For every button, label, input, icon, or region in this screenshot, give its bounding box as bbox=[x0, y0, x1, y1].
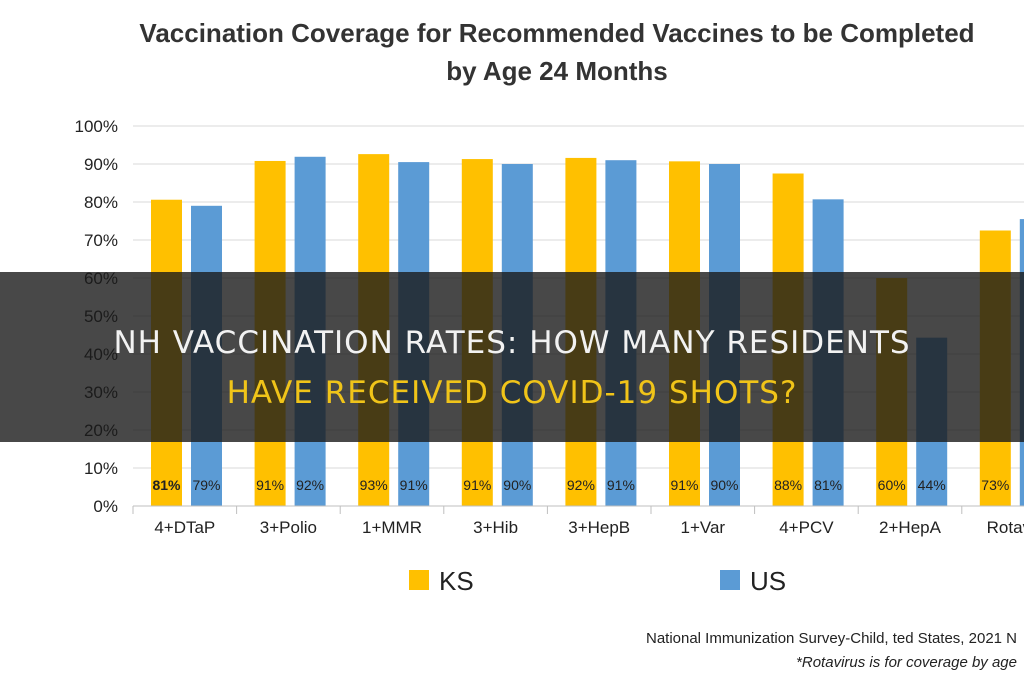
headline-line-2: Have Received Covid-19 Shots? bbox=[0, 368, 1024, 418]
data-labels: 81% 91% 93% 91% 92% 91% 88% 60% 73% 79% 92% 91% 90% 9… bbox=[152, 477, 1024, 493]
data-label-ks: 60% bbox=[878, 477, 906, 493]
data-label-ks: 81% bbox=[152, 477, 181, 493]
category-label: 3+Polio bbox=[260, 518, 317, 537]
data-label-us: 90% bbox=[503, 477, 531, 493]
category-label: 4+DTaP bbox=[154, 518, 215, 537]
y-tick-label: 90% bbox=[84, 155, 118, 174]
chart-title-line-2: by Age 24 Months bbox=[446, 56, 668, 86]
rotavirus-footnote: *Rotavirus is for coverage by age bbox=[796, 654, 1017, 671]
category-label: Rotavir bbox=[987, 518, 1024, 537]
data-label-us: 90% bbox=[710, 477, 738, 493]
data-label-ks: 91% bbox=[463, 477, 491, 493]
category-label: 1+Var bbox=[681, 518, 726, 537]
chart-title-line-1: Vaccination Coverage for Recommended Vac… bbox=[139, 18, 974, 48]
source-note: National Immunization Survey-Child, ted … bbox=[646, 630, 1017, 647]
headline-line-1: NH Vaccination Rates: How Many Residents bbox=[0, 318, 1024, 368]
data-label-ks: 73% bbox=[981, 477, 1009, 493]
y-tick-label: 80% bbox=[84, 193, 118, 212]
data-label-ks: 91% bbox=[670, 477, 698, 493]
data-label-us: 91% bbox=[400, 477, 428, 493]
legend-label-ks: KS bbox=[439, 566, 474, 596]
category-label: 3+HepB bbox=[568, 518, 630, 537]
y-tick-label: 100% bbox=[75, 117, 118, 136]
data-label-us: 91% bbox=[607, 477, 635, 493]
y-tick-label: 10% bbox=[84, 459, 118, 478]
category-label: 1+MMR bbox=[362, 518, 422, 537]
data-label-ks: 93% bbox=[360, 477, 388, 493]
legend-label-us: US bbox=[750, 566, 786, 596]
category-label: 2+HepA bbox=[879, 518, 942, 537]
data-label-ks: 92% bbox=[567, 477, 595, 493]
data-label-us: 92% bbox=[296, 477, 324, 493]
legend-swatch-ks bbox=[409, 570, 429, 590]
data-label-ks: 91% bbox=[256, 477, 284, 493]
category-label: 4+PCV bbox=[779, 518, 834, 537]
category-label: 3+Hib bbox=[473, 518, 518, 537]
legend: KS US bbox=[409, 566, 786, 596]
data-label-us: 79% bbox=[192, 477, 220, 493]
x-axis-tick-marks bbox=[133, 506, 1024, 514]
y-tick-label: 70% bbox=[84, 231, 118, 250]
y-tick-label: 0% bbox=[93, 497, 118, 516]
x-axis-category-labels: 4+DTaP 3+Polio 1+MMR 3+Hib 3+HepB 1+Var 4+PCV 2… bbox=[154, 518, 1024, 537]
legend-swatch-us bbox=[720, 570, 740, 590]
chart-title: Vaccination Coverage for Recommended Vac… bbox=[139, 18, 974, 86]
data-label-us: 81% bbox=[814, 477, 842, 493]
data-label-ks: 88% bbox=[774, 477, 802, 493]
data-label-us: 44% bbox=[918, 477, 946, 493]
headline-title: NH Vaccination Rates: How Many Residents… bbox=[0, 318, 1024, 418]
